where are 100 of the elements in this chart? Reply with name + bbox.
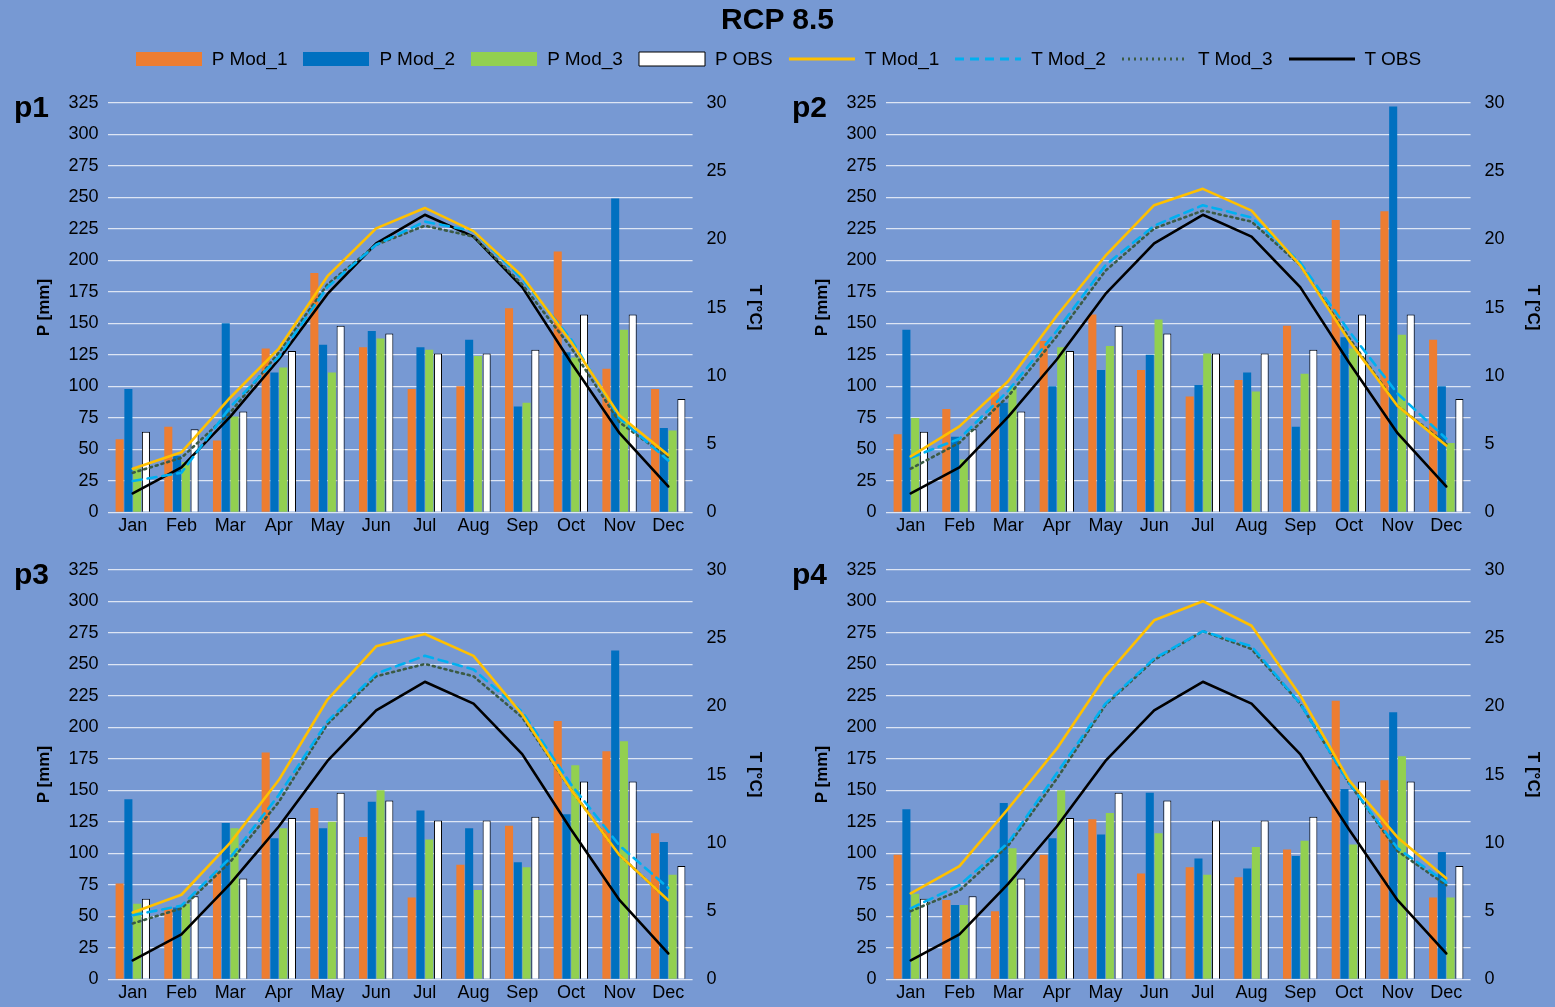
y-tick-label: 175 bbox=[68, 747, 99, 768]
bar bbox=[456, 386, 465, 512]
bar bbox=[425, 839, 434, 979]
bar bbox=[902, 809, 911, 979]
bar bbox=[1203, 874, 1212, 979]
y2-tick-label: 5 bbox=[706, 433, 717, 454]
bar bbox=[319, 828, 328, 979]
x-tick-label: Oct bbox=[556, 515, 585, 536]
y-tick-label: 0 bbox=[866, 501, 877, 522]
bar bbox=[358, 836, 368, 979]
y2-tick-label: 0 bbox=[1484, 501, 1495, 522]
bar bbox=[659, 842, 668, 979]
bar bbox=[358, 347, 368, 512]
legend-label: T OBS bbox=[1364, 48, 1422, 70]
x-tick-label: Feb bbox=[165, 982, 197, 1003]
bar bbox=[1300, 840, 1309, 979]
bar bbox=[619, 329, 628, 512]
chart-subtitle: p4 bbox=[792, 557, 828, 591]
y-tick-label: 300 bbox=[68, 123, 99, 144]
y-tick-label: 225 bbox=[68, 684, 99, 705]
bar bbox=[261, 752, 270, 979]
bar bbox=[1349, 844, 1358, 979]
bar bbox=[522, 402, 531, 512]
bar bbox=[115, 439, 124, 512]
bar bbox=[1437, 852, 1446, 979]
bar bbox=[367, 330, 376, 512]
bar bbox=[651, 388, 660, 512]
bar bbox=[1088, 314, 1097, 512]
bar bbox=[1243, 868, 1252, 979]
y-tick-label: 0 bbox=[866, 968, 877, 989]
x-tick-label: Sep bbox=[1284, 982, 1317, 1003]
y2-tick-label: 0 bbox=[1484, 968, 1495, 989]
x-tick-label: Jan bbox=[896, 982, 926, 1003]
x-tick-label: Mar bbox=[992, 982, 1024, 1003]
y-tick-label: 200 bbox=[846, 716, 877, 737]
x-tick-label: Aug bbox=[457, 982, 490, 1003]
bar bbox=[1446, 443, 1455, 512]
chart-subtitle: p2 bbox=[792, 90, 828, 124]
bar bbox=[230, 416, 239, 512]
bar bbox=[1057, 347, 1066, 512]
y-tick-label: 150 bbox=[846, 779, 877, 800]
bar bbox=[1048, 386, 1057, 512]
chart-subtitle: p1 bbox=[14, 90, 50, 124]
x-tick-label: Oct bbox=[1334, 515, 1363, 536]
y2-tick-label: 15 bbox=[706, 763, 727, 784]
x-tick-label: Apr bbox=[1042, 515, 1071, 536]
y2-tick-label: 5 bbox=[706, 900, 717, 921]
bar bbox=[1243, 372, 1252, 512]
y2-tick-label: 25 bbox=[1484, 160, 1505, 181]
y2-tick-label: 25 bbox=[1484, 627, 1505, 648]
bar bbox=[651, 833, 660, 979]
bar bbox=[1234, 877, 1243, 979]
bar bbox=[1105, 346, 1114, 512]
y-tick-label: 200 bbox=[846, 249, 877, 270]
bar bbox=[902, 329, 911, 512]
bar bbox=[212, 872, 222, 979]
y-tick-label: 175 bbox=[846, 747, 877, 768]
y-tick-label: 250 bbox=[68, 653, 99, 674]
x-tick-label: Apr bbox=[1042, 982, 1071, 1003]
legend-label: P Mod_2 bbox=[379, 48, 456, 70]
bar bbox=[212, 440, 222, 512]
x-tick-label: Oct bbox=[556, 982, 585, 1003]
bar bbox=[270, 838, 279, 979]
bar bbox=[1340, 789, 1349, 979]
bar bbox=[513, 862, 522, 979]
y-axis-title: P [mm] bbox=[33, 745, 53, 804]
y-tick-label: 175 bbox=[846, 280, 877, 301]
bar bbox=[571, 765, 580, 979]
bar bbox=[376, 338, 385, 512]
x-tick-label: Jul bbox=[1191, 982, 1215, 1003]
x-tick-label: Jul bbox=[413, 982, 437, 1003]
bar bbox=[1300, 373, 1309, 512]
y2-axis-title: T [°C] bbox=[1524, 284, 1544, 331]
x-tick-label: Dec bbox=[1430, 982, 1463, 1003]
y2-tick-label: 10 bbox=[1484, 364, 1505, 385]
bar bbox=[668, 874, 677, 979]
bar bbox=[553, 251, 562, 512]
bar bbox=[1097, 369, 1106, 512]
bar bbox=[173, 907, 182, 979]
bar bbox=[1097, 834, 1106, 979]
bar bbox=[1105, 813, 1114, 979]
chart-subtitle: p3 bbox=[14, 557, 50, 591]
bar bbox=[1389, 106, 1398, 512]
y2-axis-title: T [°C] bbox=[746, 751, 766, 798]
bar bbox=[1039, 854, 1048, 979]
y-tick-label: 275 bbox=[846, 154, 877, 175]
bar bbox=[407, 897, 416, 979]
y2-tick-label: 30 bbox=[706, 91, 727, 112]
bar bbox=[1008, 386, 1017, 512]
bar bbox=[1251, 391, 1260, 512]
y-tick-label: 225 bbox=[846, 217, 877, 238]
bar bbox=[1145, 792, 1154, 979]
bar bbox=[505, 308, 514, 512]
y-tick-label: 275 bbox=[846, 621, 877, 642]
bar bbox=[416, 810, 425, 979]
bar bbox=[221, 823, 230, 979]
bar bbox=[230, 828, 239, 979]
bar bbox=[1331, 700, 1340, 979]
bar bbox=[1446, 897, 1455, 979]
x-tick-label: Dec bbox=[652, 515, 685, 536]
